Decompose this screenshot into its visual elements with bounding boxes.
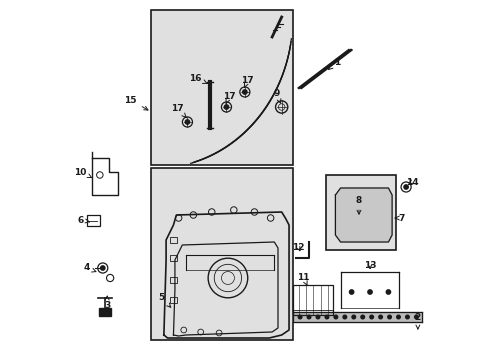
Circle shape (224, 105, 228, 109)
Circle shape (378, 315, 382, 319)
Text: 16: 16 (189, 73, 207, 84)
Circle shape (298, 315, 301, 319)
Text: 12: 12 (292, 243, 304, 252)
Circle shape (101, 266, 105, 270)
Text: 10: 10 (74, 167, 92, 178)
Circle shape (342, 315, 346, 319)
Text: 17: 17 (223, 91, 235, 103)
Circle shape (316, 315, 319, 319)
Circle shape (360, 315, 364, 319)
Circle shape (396, 315, 400, 319)
Polygon shape (292, 312, 421, 322)
Text: 5: 5 (158, 293, 170, 307)
Text: 14: 14 (405, 177, 417, 186)
Text: 1: 1 (328, 58, 339, 69)
Circle shape (242, 90, 246, 94)
Circle shape (403, 185, 407, 189)
Bar (169, 297, 177, 302)
Circle shape (333, 315, 337, 319)
Text: 3: 3 (104, 296, 110, 310)
Text: 11: 11 (297, 274, 309, 285)
Circle shape (405, 315, 408, 319)
Circle shape (325, 315, 328, 319)
Text: 7: 7 (394, 213, 404, 222)
Text: 17: 17 (170, 104, 186, 117)
Circle shape (351, 315, 355, 319)
Circle shape (414, 315, 417, 319)
Text: 17: 17 (241, 76, 254, 87)
Polygon shape (335, 188, 391, 242)
Text: 8: 8 (355, 195, 361, 214)
Bar (169, 238, 177, 243)
Text: 9: 9 (273, 89, 280, 103)
Circle shape (185, 120, 189, 124)
Text: 4: 4 (83, 264, 96, 273)
Circle shape (369, 315, 373, 319)
Text: 13: 13 (363, 261, 375, 270)
Circle shape (349, 290, 353, 294)
Text: 15: 15 (124, 95, 148, 110)
Circle shape (387, 315, 390, 319)
Circle shape (367, 290, 371, 294)
Circle shape (306, 315, 310, 319)
Bar (151, 10, 292, 165)
Bar (151, 168, 292, 340)
Bar (325, 175, 395, 250)
Text: 6: 6 (78, 216, 89, 225)
Circle shape (386, 290, 390, 294)
Polygon shape (99, 308, 111, 316)
Bar (169, 278, 177, 283)
Text: 2: 2 (414, 314, 420, 329)
Bar (169, 256, 177, 261)
